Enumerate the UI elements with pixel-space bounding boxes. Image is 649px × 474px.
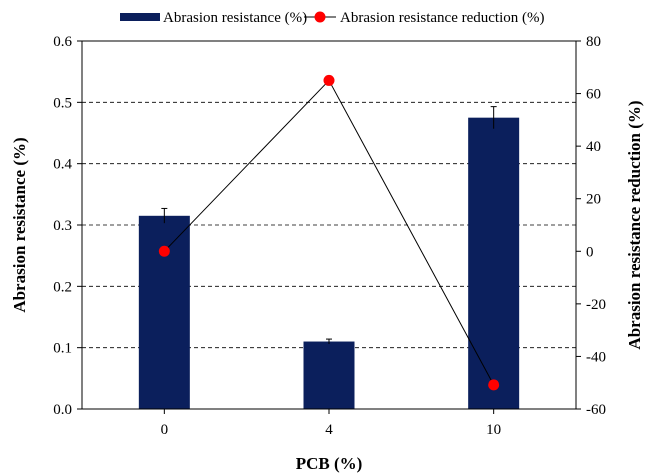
x-tick-label: 4 bbox=[325, 422, 333, 438]
legend-marker-swatch bbox=[314, 11, 326, 23]
data-point bbox=[323, 74, 335, 86]
y2-tick-label: 80 bbox=[586, 34, 601, 50]
legend-bar-label: Abrasion resistance (%) bbox=[163, 10, 307, 26]
y-tick-label: 0.5 bbox=[53, 95, 72, 111]
x-axis-title: PCB (%) bbox=[296, 454, 363, 473]
bar bbox=[468, 117, 520, 410]
bar-series bbox=[138, 106, 520, 410]
y2-tick-label: 20 bbox=[586, 192, 601, 208]
legend: Abrasion resistance (%) Abrasion resista… bbox=[120, 10, 545, 26]
bar bbox=[138, 215, 190, 409]
legend-bar-swatch bbox=[120, 13, 160, 21]
legend-line-label: Abrasion resistance reduction (%) bbox=[340, 10, 545, 26]
y2-tick-label: -20 bbox=[586, 297, 606, 313]
y-axis-title: Abrasion resistance (%) bbox=[10, 137, 29, 312]
y-tick-label: 0.6 bbox=[53, 34, 72, 50]
y2-tick-label: -60 bbox=[586, 402, 606, 418]
y2-tick-label: -40 bbox=[586, 349, 606, 365]
y2-tick-label: 60 bbox=[586, 87, 601, 103]
bar bbox=[303, 341, 355, 409]
y-tick-label: 0.4 bbox=[53, 157, 72, 173]
y2-tick-label: 40 bbox=[586, 139, 601, 155]
data-point bbox=[158, 245, 170, 257]
y-tick-label: 0.2 bbox=[53, 279, 72, 295]
y2-tick-label: 0 bbox=[586, 244, 594, 260]
y2-axis-title: Abrasion resistance reduction (%) bbox=[625, 100, 644, 349]
data-point bbox=[488, 379, 500, 391]
y-tick-label: 0.1 bbox=[53, 341, 72, 357]
x-tick-label: 10 bbox=[486, 422, 501, 438]
y-tick-label: 0.0 bbox=[53, 402, 72, 418]
x-tick-label: 0 bbox=[161, 422, 169, 438]
line-series bbox=[158, 74, 500, 391]
axes: 0.0 0.1 0.2 0.3 0.4 0.5 0.6 -60 -40 -20 0 20 40 60 80 0… bbox=[53, 34, 606, 438]
y-tick-label: 0.3 bbox=[53, 218, 72, 234]
